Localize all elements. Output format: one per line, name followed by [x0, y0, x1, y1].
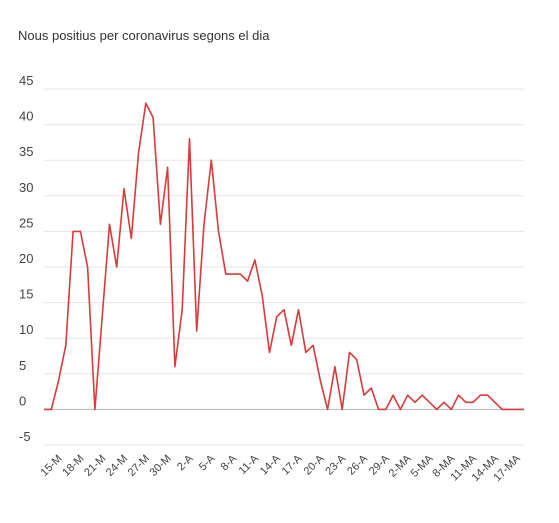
- x-tick-label: 23-A: [323, 452, 348, 477]
- x-tick: 5-MA: [409, 452, 437, 480]
- x-tick-label: 26-A: [345, 452, 370, 477]
- series-layer: [44, 102, 524, 411]
- grid-layer: [44, 88, 524, 446]
- x-tick: 20-A: [302, 452, 327, 477]
- x-tick-label: 5-MA: [409, 452, 437, 480]
- x-tick-label: 2-MA: [387, 452, 415, 480]
- x-tick-label: 17-A: [280, 452, 305, 477]
- x-tick: 21-M: [82, 453, 108, 479]
- x-tick-label: 18-M: [60, 453, 86, 479]
- y-tick-label: 35: [19, 144, 33, 159]
- x-tick-label: 8-A: [219, 452, 240, 473]
- x-tick: 30-M: [148, 453, 174, 479]
- x-tick-label: 30-M: [148, 453, 174, 479]
- y-tick-label: 40: [19, 109, 33, 124]
- x-tick-label: 15-M: [38, 453, 64, 479]
- x-tick: 24-M: [104, 453, 130, 479]
- x-tick-label: 24-M: [104, 453, 130, 479]
- x-tick: 15-M: [38, 453, 64, 479]
- x-tick-label: 21-M: [82, 453, 108, 479]
- y-tick-label: 15: [19, 287, 33, 302]
- x-tick: 17-A: [280, 452, 305, 477]
- y-axis-ticks: 45 40 35 30 25 20 15 10 5 0 -5: [19, 73, 33, 444]
- x-tick-label: 20-A: [302, 452, 327, 477]
- x-tick: 11-A: [237, 452, 262, 477]
- y-tick-label: 30: [19, 180, 33, 195]
- x-tick-label: 5-A: [197, 452, 218, 473]
- y-tick-label: 25: [19, 215, 33, 230]
- x-tick: 2-A: [175, 452, 196, 473]
- x-tick: 8-A: [219, 452, 240, 473]
- x-tick: 23-A: [323, 452, 348, 477]
- series-line: [44, 102, 524, 411]
- x-tick-label: 14-A: [258, 452, 283, 477]
- x-tick-label: 2-A: [175, 452, 196, 473]
- x-axis-ticks: 15-M18-M21-M24-M27-M30-M 2-A 5-A 8-A11-A14-…: [38, 452, 523, 484]
- x-tick-label: 27-M: [126, 453, 152, 479]
- y-tick-label: 0: [19, 393, 26, 408]
- x-tick: 18-M: [60, 453, 86, 479]
- chart-title: Nous positius per coronavirus segons el …: [18, 28, 270, 43]
- y-tick-label: -5: [19, 429, 31, 444]
- x-tick: 26-A: [345, 452, 370, 477]
- y-tick-label: 5: [19, 358, 26, 373]
- x-tick: 14-A: [258, 452, 283, 477]
- y-tick-label: 20: [19, 251, 33, 266]
- y-tick-label: 10: [19, 322, 33, 337]
- x-tick: 5-A: [197, 452, 218, 473]
- x-tick: 27-M: [126, 453, 152, 479]
- y-tick-label: 45: [19, 73, 33, 88]
- x-tick: 2-MA: [387, 452, 415, 480]
- x-tick-label: 11-A: [237, 452, 262, 477]
